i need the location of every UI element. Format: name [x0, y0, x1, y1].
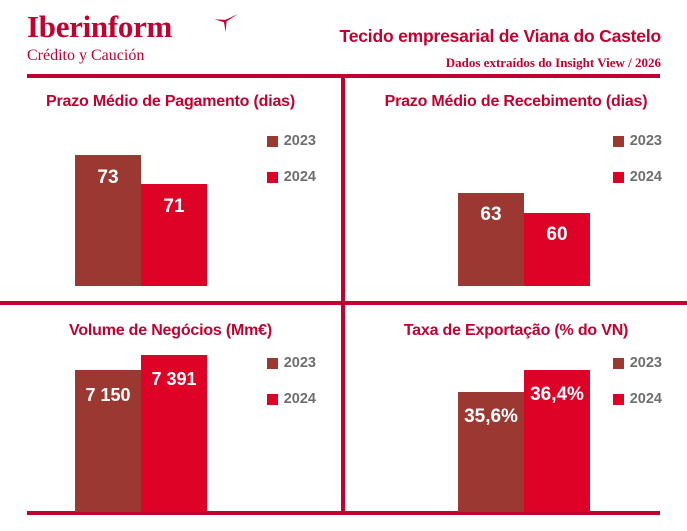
bar-value-2023: 73 — [97, 167, 119, 188]
legend-item-2024[interactable]: 2024 — [612, 391, 662, 407]
page-title: Tecido empresarial de Viana do Castelo — [339, 26, 662, 46]
legend-item-2023[interactable]: 2023 — [266, 133, 316, 149]
bar-plot: 73 71 — [0, 76, 341, 302]
legend-swatch-2024 — [266, 393, 278, 405]
legend-swatch-2024 — [266, 171, 278, 183]
legend-swatch-2023 — [612, 357, 624, 369]
chart-legend: 2023 2024 — [266, 133, 316, 205]
legend-label-2024: 2024 — [629, 391, 662, 407]
bar-2024[interactable]: 36,4% — [524, 370, 590, 512]
logo-wordmark: Iberinform — [27, 9, 173, 44]
legend-swatch-2024 — [612, 393, 624, 405]
legend-swatch-2023 — [612, 135, 624, 147]
bar-2023[interactable]: 63 — [458, 193, 524, 286]
divider-vertical — [341, 74, 345, 514]
bar-value-2024: 71 — [163, 196, 185, 217]
legend-item-2024[interactable]: 2024 — [266, 391, 316, 407]
chart-title: Prazo Médio de Pagamento (dias) — [46, 93, 295, 110]
bar-plot: 7 150 7 391 — [0, 305, 341, 512]
chart-panel-taxa-de-exportacao: Taxa de Exportação (% do VN) 2023 2024 3… — [345, 305, 687, 512]
chart-title: Taxa de Exportação (% do VN) — [403, 322, 629, 339]
bar-value-2024: 36,4% — [530, 384, 584, 405]
legend-label-2023: 2023 — [283, 355, 316, 371]
legend-label-2023: 2023 — [629, 355, 662, 371]
legend-item-2024[interactable]: 2024 — [266, 169, 316, 185]
legend-item-2023[interactable]: 2023 — [612, 355, 662, 371]
chart-title: Volume de Negócios (Mm€) — [69, 322, 272, 339]
bar-2024[interactable]: 7 391 — [141, 355, 207, 512]
legend-label-2024: 2024 — [283, 391, 316, 407]
chart-legend: 2023 2024 — [612, 133, 662, 205]
chart-panel-prazo-medio-recebimento: Prazo Médio de Recebimento (dias) 2023 2… — [345, 76, 687, 302]
legend-item-2023[interactable]: 2023 — [266, 355, 316, 371]
legend-item-2024[interactable]: 2024 — [612, 169, 662, 185]
legend-swatch-2023 — [266, 135, 278, 147]
bar-plot: 35,6% 36,4% — [345, 305, 687, 512]
bar-2024[interactable]: 71 — [141, 184, 207, 286]
logo-tagline: Crédito y Caución — [27, 47, 145, 64]
legend-label-2024: 2024 — [629, 169, 662, 185]
legend-swatch-2023 — [266, 357, 278, 369]
bar-value-2023: 35,6% — [464, 406, 518, 427]
page-subtitle: Dados extraídos do Insight View / 2026 — [445, 55, 661, 70]
chart-panel-prazo-medio-pagamento: Prazo Médio de Pagamento (dias) 2023 202… — [0, 76, 341, 302]
bird-swoosh-icon — [214, 14, 238, 32]
legend-label-2023: 2023 — [629, 133, 662, 149]
legend-label-2024: 2024 — [283, 169, 316, 185]
bar-value-2023: 7 150 — [85, 385, 131, 405]
chart-title: Prazo Médio de Recebimento (dias) — [384, 93, 648, 110]
chart-legend: 2023 2024 — [612, 355, 662, 427]
page-header: Iberinform Crédito y Caución Tecido empr… — [0, 0, 687, 76]
chart-legend: 2023 2024 — [266, 355, 316, 427]
bar-value-2024: 7 391 — [151, 369, 197, 389]
bar-value-2023: 63 — [480, 204, 502, 225]
bar-plot: 63 60 — [345, 76, 687, 302]
bar-2023[interactable]: 7 150 — [75, 370, 141, 512]
bar-value-2024: 60 — [546, 224, 568, 245]
bar-2024[interactable]: 60 — [524, 213, 590, 286]
chart-panel-volume-de-negocios: Volume de Negócios (Mm€) 2023 2024 7 150… — [0, 305, 341, 512]
legend-item-2023[interactable]: 2023 — [612, 133, 662, 149]
legend-swatch-2024 — [612, 171, 624, 183]
brand-logo: Iberinform Crédito y Caución — [27, 11, 247, 65]
legend-label-2023: 2023 — [283, 133, 316, 149]
bar-2023[interactable]: 73 — [75, 155, 141, 286]
bar-2023[interactable]: 35,6% — [458, 392, 524, 512]
